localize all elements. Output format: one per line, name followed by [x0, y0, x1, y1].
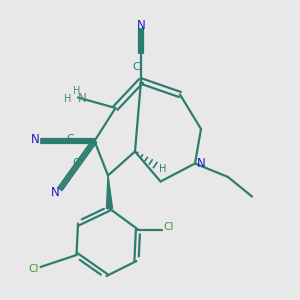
Text: N: N [31, 133, 40, 146]
Text: N: N [78, 92, 87, 106]
Text: C: C [72, 158, 80, 169]
Polygon shape [106, 176, 112, 208]
Text: C: C [67, 134, 74, 145]
Text: N: N [136, 19, 146, 32]
Text: H: H [159, 164, 167, 174]
Text: H: H [73, 86, 80, 96]
Text: Cl: Cl [164, 222, 174, 232]
Text: Cl: Cl [29, 264, 39, 274]
Text: N: N [197, 157, 206, 170]
Text: C: C [132, 62, 139, 72]
Text: H: H [64, 94, 71, 104]
Text: N: N [51, 186, 60, 199]
